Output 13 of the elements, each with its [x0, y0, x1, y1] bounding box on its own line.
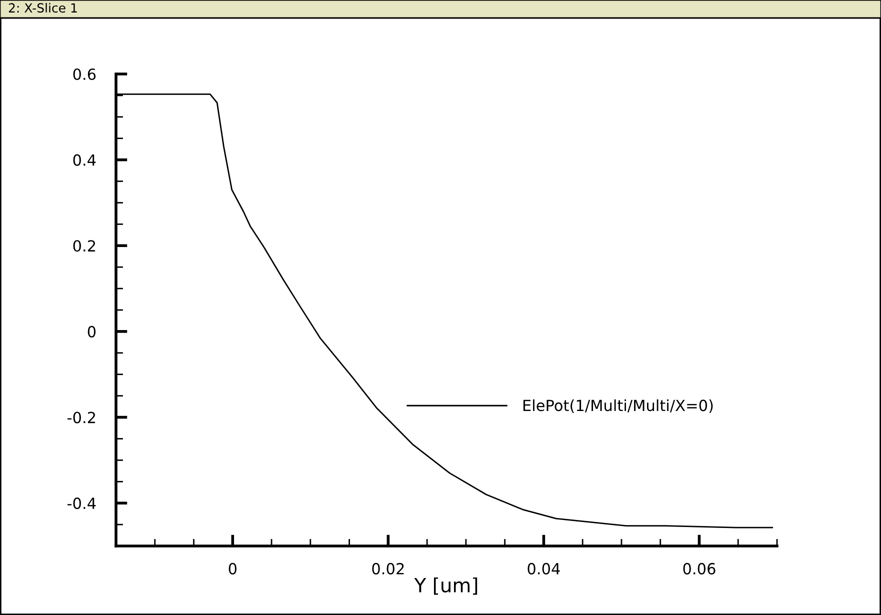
x-axis-title: Y [um]: [414, 577, 478, 595]
y-tick-label: 0.2: [73, 240, 96, 252]
y-tick-label: -0.2: [67, 412, 96, 424]
y-tick-label: 0: [88, 326, 96, 338]
x-tick-label: 0.06: [683, 562, 716, 574]
x-tick-label: 0.04: [528, 562, 560, 574]
y-tick-label: -0.4: [67, 498, 96, 510]
y-tick-label: 0.6: [73, 68, 96, 80]
chart-title: 2: X-Slice 1: [8, 2, 77, 13]
y-tick-label: 0.4: [73, 154, 96, 166]
x-tick-label: 0: [228, 562, 236, 574]
x-tick-label: 0.02: [372, 562, 404, 574]
text: ElePot(1/Multi/Multi/X=0): [523, 399, 713, 413]
